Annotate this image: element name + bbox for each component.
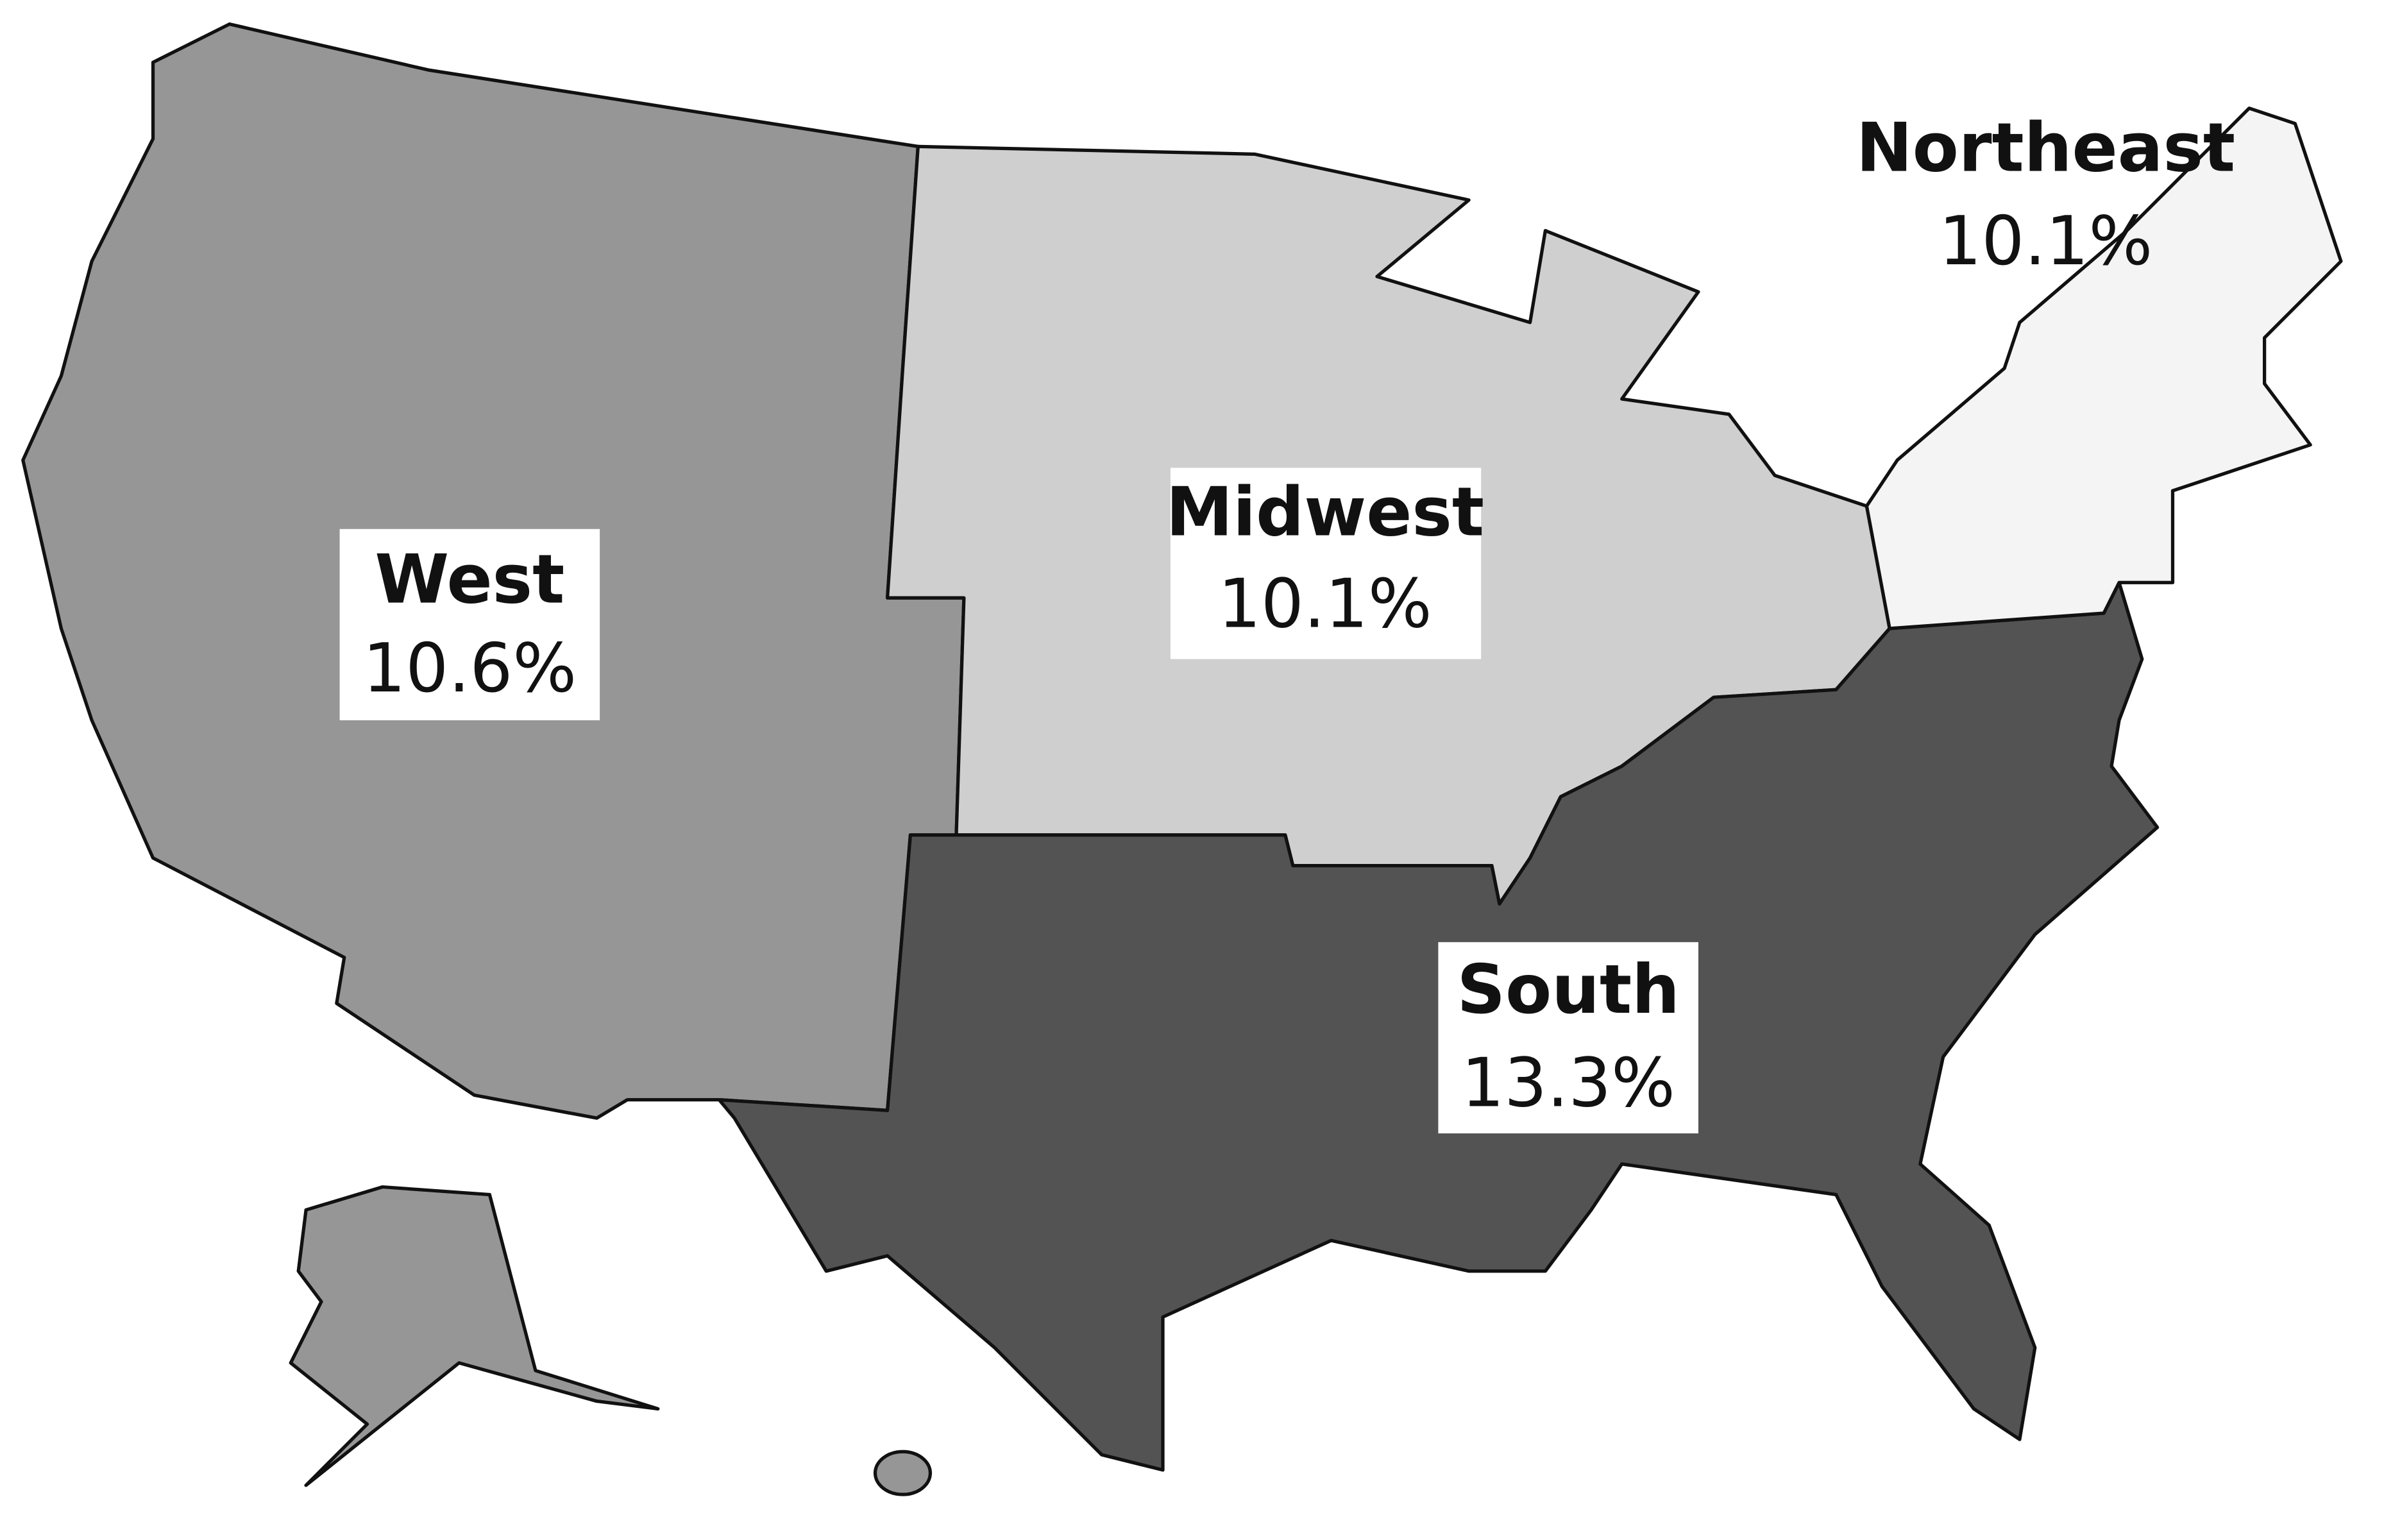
hawaii (873, 1450, 933, 1496)
west-shapes (21, 22, 966, 1496)
alaska (289, 1185, 660, 1487)
region-rate: 10.1% (1939, 202, 2152, 280)
region-name: Midwest (1166, 473, 1484, 551)
label-box (1170, 468, 1482, 659)
northeast-region (1865, 106, 2343, 630)
region-name: Northeast (1856, 109, 2235, 187)
region-rate: 10.6% (363, 629, 577, 707)
region-rate: 13.3% (1461, 1044, 1675, 1122)
label-box (339, 529, 600, 720)
region-rate: 10.1% (1218, 565, 1432, 643)
region-name: West (375, 540, 564, 618)
region-name: South (1457, 951, 1680, 1029)
label-box (1438, 942, 1698, 1134)
